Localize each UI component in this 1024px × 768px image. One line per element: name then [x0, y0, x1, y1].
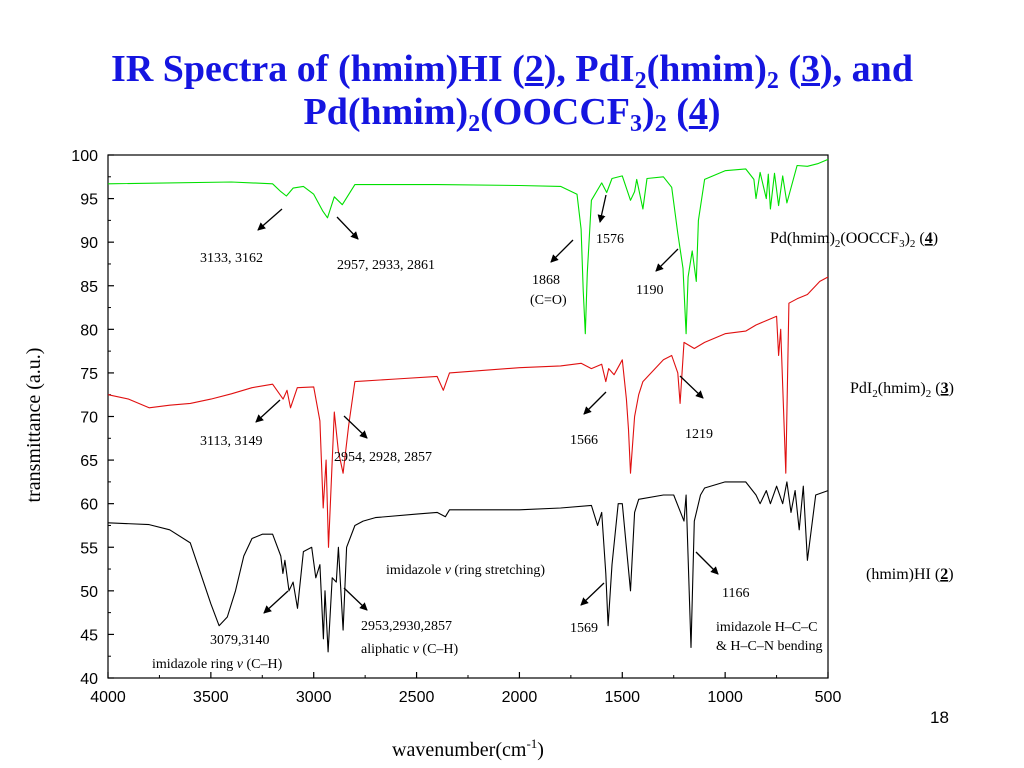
x-tick-label: 4000	[90, 689, 126, 706]
series-compound-4-line	[107, 158, 829, 335]
annotation-label: 3113, 3149	[200, 434, 262, 449]
x-tick-label: 3000	[296, 689, 332, 706]
y-tick-label: 70	[80, 410, 98, 427]
slide-title: IR Spectra of (hmim)HI (2), PdI2(hmim)2 …	[0, 48, 1024, 137]
x-axis-label: wavenumber(cm-1)	[392, 736, 544, 761]
x-tick-label: 1000	[707, 689, 743, 706]
annotation-label: & H–C–N bending	[716, 639, 823, 654]
y-tick-label: 80	[80, 322, 98, 339]
annotation-arrow	[597, 194, 607, 223]
series-compound-2-line	[107, 481, 829, 653]
spectra-series	[107, 158, 829, 653]
annotation-arrow	[655, 248, 679, 272]
annotation-label: 1576	[596, 232, 624, 247]
x-tick-label: 2000	[502, 689, 538, 706]
y-tick-label: 60	[80, 497, 98, 514]
annotation-arrow	[257, 208, 283, 231]
y-tick-label: 85	[80, 279, 98, 296]
annotation-label: 1868	[532, 273, 560, 288]
annotation-label: aliphatic v (C–H)	[361, 642, 459, 657]
y-tick-label: 50	[80, 584, 98, 601]
annotation-label: imidazole v (ring stretching)	[386, 563, 545, 578]
annotation-label: 1569	[570, 621, 598, 636]
annotation-label: 2953,2930,2857	[361, 619, 452, 634]
annotation-arrow	[550, 239, 574, 263]
annotation-arrow	[263, 590, 289, 614]
annotation-arrow	[679, 375, 704, 399]
legend-label-compound-3: PdI2(hmim)2 (3)	[850, 380, 954, 400]
annotation-arrow	[583, 391, 607, 415]
title-line-2: Pd(hmim)2(OOCCF3)2 (4)	[303, 91, 721, 137]
x-tick-label: 2500	[399, 689, 435, 706]
annotation-label: imidazole ring v (C–H)	[152, 657, 283, 672]
y-tick-label: 65	[80, 453, 98, 470]
annotation-label: (C=O)	[530, 293, 567, 308]
y-tick-label: 90	[80, 235, 98, 252]
annotation-arrow	[336, 216, 359, 240]
y-tick-label: 95	[80, 192, 98, 209]
annotation-label: 1166	[722, 586, 749, 601]
series-compound-3-line	[107, 276, 829, 548]
annotation-label: imidazole H–C–C	[716, 620, 818, 635]
annotation-label: 1190	[636, 283, 663, 298]
x-tick-label: 3500	[193, 689, 229, 706]
slide-number: 18	[930, 708, 949, 727]
annotation-label: 1219	[685, 427, 713, 442]
annotation-arrow	[343, 587, 368, 611]
plot-frame	[107, 154, 829, 679]
legend-label-compound-4: Pd(hmim)2(OOCCF3)2 (4)	[770, 230, 938, 250]
y-tick-label: 55	[80, 540, 98, 557]
annotation-label: 1566	[570, 433, 598, 448]
x-tick-label: 500	[815, 689, 842, 706]
y-tick-label: 75	[80, 366, 98, 383]
legend-label-compound-2: (hmim)HI (2)	[866, 566, 954, 583]
axis-ticks: 4000 3500 3000 2500 2000 1500 1000 500 40 45 50 55 6…	[71, 148, 841, 706]
y-axis-label: transmittance (a.u.)	[23, 348, 45, 503]
title-line-1: IR Spectra of (hmim)HI (2), PdI2(hmim)2 …	[111, 48, 913, 94]
y-tick-label: 40	[80, 671, 98, 688]
annotation-label: 3133, 3162	[200, 251, 263, 266]
annotation-label: 3079,3140	[210, 633, 270, 648]
annotation-label: 2954, 2928, 2857	[334, 450, 432, 465]
x-tick-label: 1500	[604, 689, 640, 706]
annotation-arrow	[255, 399, 281, 423]
annotation-arrow	[343, 415, 368, 439]
y-tick-label: 100	[71, 148, 98, 165]
annotation-label: 2957, 2933, 2861	[337, 258, 435, 273]
y-tick-label: 45	[80, 627, 98, 644]
annotation-arrow	[695, 551, 719, 575]
annotation-arrow	[580, 582, 605, 606]
